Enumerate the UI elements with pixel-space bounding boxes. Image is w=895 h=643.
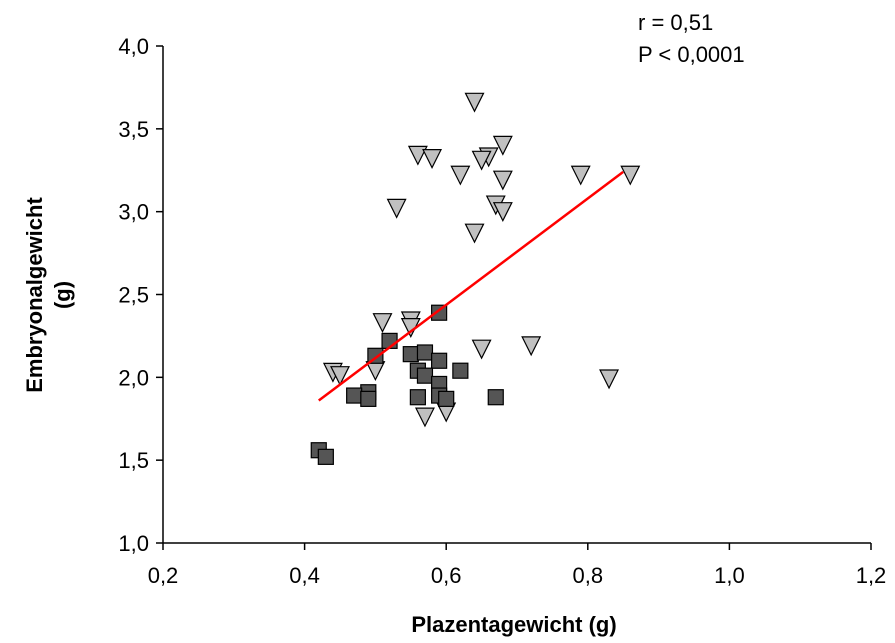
p-value-label: P < 0,0001 (638, 42, 745, 67)
x-axis-title: Plazentagewicht (g) (411, 612, 616, 637)
triangle-point (422, 149, 443, 169)
triangle-point (372, 313, 393, 334)
triangle-point (492, 170, 513, 191)
y-axis-title-line2: (g) (50, 281, 75, 309)
x-tick-label: 1,0 (714, 563, 745, 588)
x-tick-label: 0,4 (289, 563, 320, 588)
correlation-label: r = 0,51 (638, 10, 713, 35)
triangle-point (471, 339, 492, 360)
triangle-point (386, 198, 407, 219)
square-point (452, 362, 469, 379)
y-tick-label: 3,5 (118, 117, 149, 142)
x-tick-label: 0,8 (573, 563, 604, 588)
regression-line (318, 170, 624, 402)
triangle-point (471, 150, 492, 171)
triangle-point (464, 92, 485, 113)
square-point (416, 344, 434, 361)
square-point (409, 389, 426, 406)
triangle-point (407, 145, 428, 166)
x-axis-ticks: 0,2 0,4 0,6 0,8 1,0 1,2 (148, 543, 887, 588)
triangle-point (414, 407, 435, 428)
square-point (416, 367, 434, 384)
triangle-point (492, 202, 513, 223)
x-tick-label: 1,2 (856, 563, 887, 588)
y-tick-label: 3,0 (118, 200, 149, 225)
triangle-point (492, 135, 513, 156)
y-axis-title-line1: Embryonalgewicht (22, 197, 47, 393)
square-point (431, 304, 448, 321)
triangle-point (570, 165, 591, 186)
square-point (360, 390, 377, 407)
x-tick-label: 0,6 (431, 563, 462, 588)
square-point (402, 346, 419, 363)
square-point (317, 448, 334, 465)
plot-area: 0,2 0,4 0,6 0,8 1,0 1,2 1,0 1,5 2,0 2,5 3,0 3,5 4,0 (118, 34, 886, 588)
triangle-point (464, 223, 485, 244)
triangle-point (620, 165, 641, 186)
triangle-point (450, 165, 471, 186)
y-tick-label: 4,0 (118, 34, 149, 59)
square-point (431, 352, 448, 369)
y-tick-label: 2,5 (118, 283, 149, 308)
y-tick-label: 1,0 (118, 531, 149, 556)
triangle-point (521, 336, 542, 357)
y-axis-ticks: 1,0 1,5 2,0 2,5 3,0 3,5 4,0 (118, 34, 163, 556)
square-point (346, 387, 363, 404)
x-tick-label: 0,2 (148, 563, 179, 588)
triangle-point (365, 361, 386, 382)
square-point (487, 389, 504, 406)
triangle-point (599, 369, 620, 390)
y-tick-label: 1,5 (118, 448, 149, 473)
square-point (438, 390, 455, 407)
triangle-point (330, 366, 350, 387)
data-points (310, 92, 641, 465)
y-tick-label: 2,0 (118, 365, 149, 390)
